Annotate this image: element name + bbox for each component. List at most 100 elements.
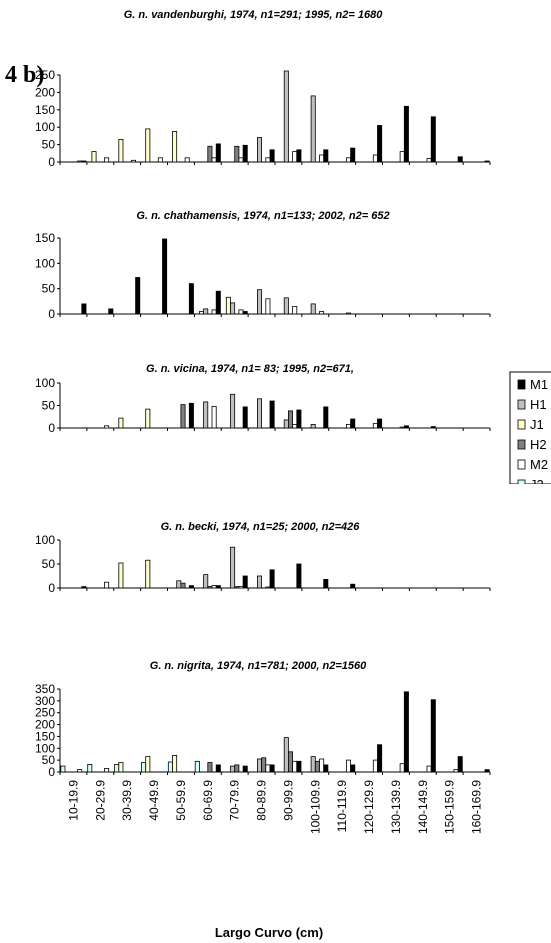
legend-swatch-j1	[517, 419, 526, 430]
bar-m1	[296, 760, 302, 773]
bar-j1	[172, 755, 178, 773]
bar-m1	[350, 147, 356, 163]
bar-m1	[350, 583, 356, 589]
bar-m1	[430, 426, 436, 429]
bar-h2	[207, 145, 213, 163]
x-tick-label: 100-109.9	[308, 780, 322, 834]
bar-j2	[141, 762, 147, 773]
bar-m1	[269, 149, 275, 163]
bar-h2	[180, 404, 186, 429]
bar-m1	[215, 290, 221, 315]
bar-h1	[310, 303, 316, 315]
bar-m2	[238, 586, 244, 589]
bar-m1	[188, 585, 194, 589]
y-tick-label: 0	[48, 155, 55, 169]
bar-m1	[296, 409, 302, 429]
bar-h1	[310, 95, 316, 163]
bar-h2	[234, 145, 240, 163]
chart-panel-becki: 0 50 100	[35, 533, 491, 595]
bar-m2	[292, 305, 298, 315]
bar-h2	[234, 586, 240, 589]
bar-h1	[283, 70, 289, 163]
panel-1-title: G. n. vandenburghi, 1974, n1=291; 1995, …	[124, 9, 384, 21]
bar-j2	[167, 761, 173, 773]
bar-h2	[314, 760, 320, 773]
bar-m2	[77, 160, 83, 163]
bar-h1	[283, 419, 289, 429]
bar-m1	[323, 406, 329, 429]
y-tick-label: 300	[35, 694, 55, 708]
bar-h2	[287, 751, 293, 773]
y-tick-label: 50	[42, 399, 56, 413]
bar-m2	[77, 769, 83, 773]
bar-m2	[319, 311, 325, 315]
bar-m2	[399, 151, 405, 163]
bar-m2	[372, 154, 378, 163]
bar-m2	[345, 157, 351, 163]
y-tick-label: 0	[48, 421, 55, 435]
bar-m2	[211, 309, 217, 315]
y-tick-label: 200	[35, 85, 55, 99]
bar-m2	[104, 425, 110, 429]
bar-m1	[296, 149, 302, 163]
bar-j2	[87, 764, 93, 773]
bar-m2	[319, 154, 325, 163]
bar-h1	[256, 289, 262, 315]
bar-m2	[345, 312, 351, 315]
bar-m1	[403, 105, 409, 163]
bar-m1	[430, 116, 436, 163]
legend-swatch-m2	[517, 459, 526, 470]
bar-m2	[238, 157, 244, 163]
y-tick-label: 250	[35, 68, 55, 82]
y-tick-label: 150	[35, 103, 55, 117]
bar-h1	[203, 574, 209, 589]
bar-m2	[104, 581, 110, 589]
bar-j1	[145, 408, 151, 429]
y-tick-label: 100	[35, 533, 55, 547]
bar-m1	[269, 569, 275, 589]
bar-h1	[310, 756, 316, 773]
bar-h1	[256, 137, 262, 163]
bar-m1	[484, 160, 490, 163]
bar-h1	[283, 297, 289, 315]
bar-m2	[399, 426, 405, 429]
bar-m1	[350, 764, 356, 773]
y-tick-label: 50	[42, 557, 56, 571]
y-tick-label: 150	[35, 231, 55, 245]
bar-m1	[188, 283, 194, 315]
x-tick-label: 120-129.9	[362, 780, 376, 834]
bar-h2	[287, 410, 293, 429]
bar-m1	[188, 402, 194, 429]
bar-m1	[323, 764, 329, 773]
panel-4-title: G. n. becki, 1974, n1=25; 2000, n2=426	[161, 521, 361, 533]
y-tick-label: 50	[42, 753, 56, 767]
bar-m2	[130, 159, 136, 163]
x-tick-label: 40-49.9	[147, 780, 161, 821]
y-tick-label: 100	[35, 256, 55, 270]
bar-m1	[242, 765, 248, 773]
chart-panel-chathamensis: 0 50 100 150	[35, 231, 491, 321]
bar-m2	[211, 157, 217, 163]
bar-m2	[292, 151, 298, 163]
bar-m2	[265, 157, 271, 163]
bar-m1	[242, 311, 248, 315]
legend-label-h1: H1	[530, 397, 547, 412]
bar-m2	[157, 157, 163, 163]
bar-m1	[457, 156, 463, 163]
y-tick-label: 0	[48, 581, 55, 595]
x-tick-label: 20-29.9	[93, 780, 107, 821]
bar-h2	[207, 762, 213, 773]
bar-h1	[283, 737, 289, 773]
bar-m1	[403, 425, 409, 429]
panel-5-title: G. n. nigrita, 1974, n1=781; 2000, n2=15…	[150, 660, 367, 672]
y-tick-label: 200	[35, 718, 55, 732]
legend-label-h2: H2	[530, 437, 547, 452]
bar-j1	[145, 756, 151, 773]
bar-m1	[323, 579, 329, 589]
bar-m1	[242, 406, 248, 429]
bar-m1	[81, 160, 87, 163]
bar-m2	[345, 423, 351, 429]
legend-label-m1: M1	[530, 377, 548, 392]
bar-h1	[256, 575, 262, 589]
